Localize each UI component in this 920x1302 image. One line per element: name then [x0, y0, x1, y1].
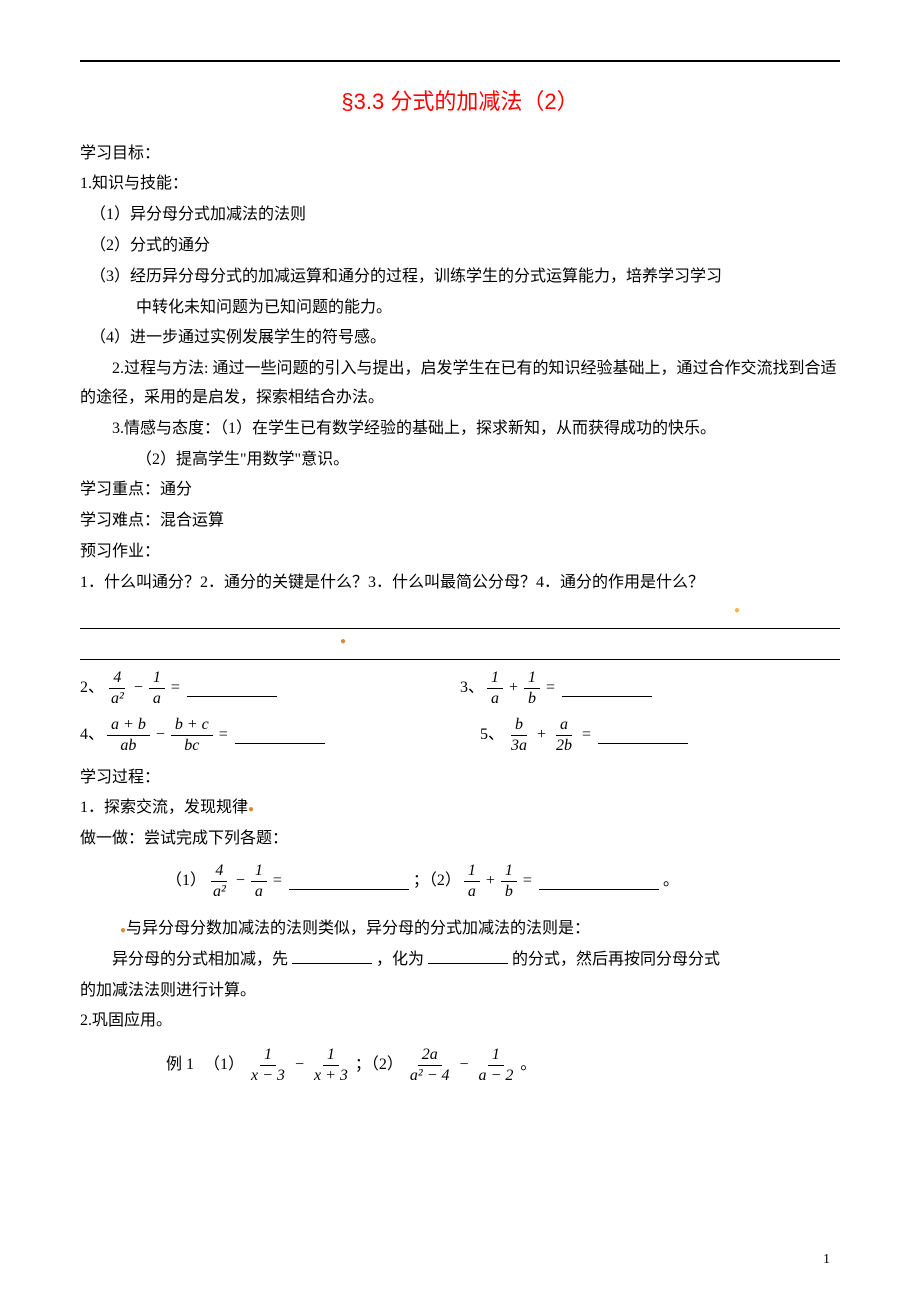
goal-k2: （2）分式的通分 — [80, 232, 840, 261]
goal-k3b: 中转化未知问题为已知问题的能力。 — [80, 294, 840, 323]
answer-blank — [235, 727, 325, 744]
page-title: §3.3 分式的加减法（2） — [80, 82, 840, 122]
do-exercise-image: （1） 4a² − 1a = ；（2） 1a + 1b = 。 — [80, 860, 840, 903]
page-number: 1 — [823, 1247, 830, 1272]
answer-blank — [187, 680, 277, 697]
expr-label: 3、 — [460, 674, 484, 703]
expr-2: 2、 4a² − 1a = — [80, 670, 460, 707]
goal-k3: （3）经历异分母分式的加减运算和通分的过程，训练学生的分式运算能力，培养学习学习 — [80, 263, 840, 292]
expr-3: 3、 1a + 1b = — [460, 670, 840, 707]
expr-label: 4、 — [80, 721, 104, 750]
process-p1: 1．探索交流，发现规律● — [80, 794, 840, 823]
difficulty: 学习难点：混合运算 — [80, 507, 840, 536]
goal-k1: （1）异分母分式加减法的法则 — [80, 201, 840, 230]
answer-line-1: ● — [80, 602, 840, 629]
key-point: 学习重点：通分 — [80, 476, 840, 505]
heading-knowledge: 1.知识与技能： — [80, 170, 840, 199]
goal-emotion-2: （2）提高学生"用数学"意识。 — [80, 446, 840, 475]
rule-line-2: 异分母的分式相加减，先，化为的分式，然后再按同分母分式 — [80, 946, 840, 975]
rule-line-1: ●与异分母分数加减法的法则类似，异分母的分式加减法的法则是： — [80, 915, 840, 944]
answer-blank — [289, 873, 409, 890]
heading-goals: 学习目标： — [80, 140, 840, 169]
expr-row-1: 2、 4a² − 1a = 3、 1a + 1b = — [80, 670, 840, 707]
dot-icon: ● — [248, 804, 254, 815]
top-rule — [80, 60, 840, 62]
process-p2: 2.巩固应用。 — [80, 1007, 840, 1036]
expr-5: 5、 b3a + a2b = — [440, 717, 840, 754]
dot-icon: ● — [734, 602, 740, 620]
fill-blank — [428, 947, 508, 964]
answer-blank — [562, 680, 652, 697]
process-p1b: 做一做：尝试完成下列各题： — [80, 825, 840, 854]
fill-blank — [292, 947, 372, 964]
goal-process: 2.过程与方法: 通过一些问题的引入与提出，启发学生在已有的知识经验基础上，通过… — [80, 355, 840, 413]
answer-line-2: ● — [80, 633, 840, 660]
expr-label: 2、 — [80, 674, 104, 703]
page: §3.3 分式的加减法（2） 学习目标： 1.知识与技能： （1）异分母分式加减… — [0, 0, 920, 1302]
dot-icon: ● — [340, 633, 346, 651]
example-1-image: 例 1 （1） 1x − 3 − 1x + 3 ；（2） 2aa² − 4 − … — [80, 1044, 840, 1087]
expr-row-2: 4、 a + bab − b + cbc = 5、 b3a + a2b = — [80, 717, 840, 754]
prep-header: 预习作业： — [80, 538, 840, 567]
answer-blank — [598, 727, 688, 744]
prep-questions: 1．什么叫通分？2．通分的关键是什么？3．什么叫最简公分母？4．通分的作用是什么… — [80, 569, 840, 598]
expr-label: 5、 — [480, 721, 504, 750]
expr-4: 4、 a + bab − b + cbc = — [80, 717, 440, 754]
goal-k4: （4）进一步通过实例发展学生的符号感。 — [80, 324, 840, 353]
answer-blank — [539, 873, 659, 890]
goal-emotion-1: 3.情感与态度：（1）在学生已有数学经验的基础上，探求新知，从而获得成功的快乐。 — [80, 415, 840, 444]
rule-line-3: 的加减法法则进行计算。 — [80, 977, 840, 1006]
process-header: 学习过程： — [80, 764, 840, 793]
